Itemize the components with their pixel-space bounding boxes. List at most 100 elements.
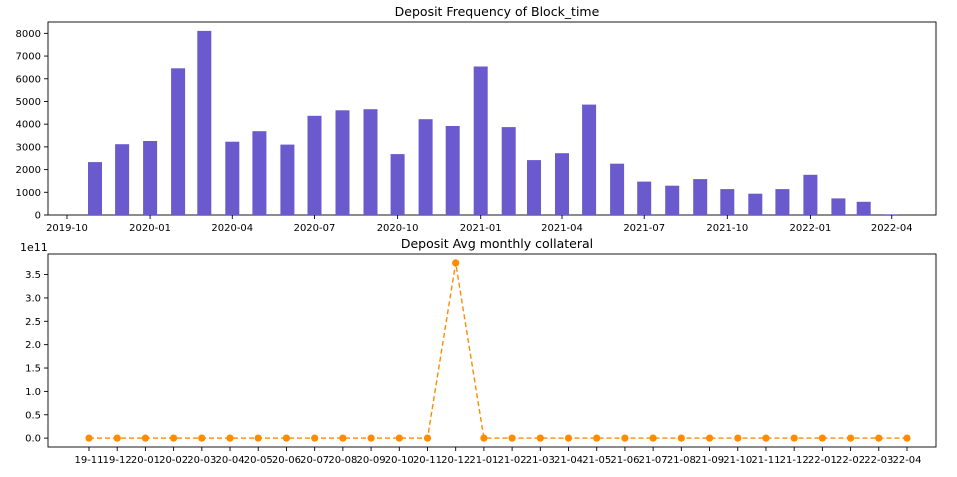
x-tick-label: 22-04: [892, 455, 921, 466]
data-point: [198, 434, 206, 442]
x-tick-label: 21-03: [526, 455, 555, 466]
y-axis: 0 1000 2000 3000 4000 5000 6000 7000 8000: [16, 29, 48, 222]
plot-frame: [47, 253, 937, 448]
bar: [748, 193, 763, 215]
data-point: [593, 434, 601, 442]
bar-series: [88, 30, 899, 216]
x-tick-label: 21-05: [582, 455, 611, 466]
data-point: [677, 434, 685, 442]
deposit-frequency-chart: Deposit Frequency of Block_time 2019-10 2…: [16, 4, 937, 234]
x-tick-label: 20-11: [413, 455, 442, 466]
data-point: [339, 434, 347, 442]
x-tick-label: 20-05: [244, 455, 273, 466]
data-point: [762, 434, 770, 442]
bar: [831, 198, 846, 215]
bar: [363, 109, 378, 215]
y-axis: 0.0 0.5 1.0 1.5 2.0 2.5 3.0 3.5: [25, 270, 48, 445]
bar: [390, 154, 405, 215]
x-tick-label: 20-01: [131, 455, 160, 466]
x-tick-label: 2020-04: [211, 223, 253, 234]
bar: [143, 141, 158, 215]
bar: [693, 179, 708, 215]
x-axis: 19-11 19-12 20-01 20-02 20-03 20-04 20-05 20-06…: [74, 447, 922, 466]
y-tick-label: 3.5: [25, 270, 41, 281]
bar: [501, 127, 516, 215]
data-point: [508, 434, 516, 442]
x-tick-label: 21-02: [498, 455, 527, 466]
y-tick-label: 5000: [16, 97, 41, 108]
x-tick-label: 2021-07: [623, 223, 665, 234]
y-tick-label: 0.5: [25, 410, 41, 421]
x-tick-label: 2020-01: [129, 223, 171, 234]
y-tick-label: 0: [35, 211, 41, 222]
data-point: [875, 434, 883, 442]
data-point: [536, 434, 544, 442]
data-point: [226, 434, 234, 442]
x-tick-label: 2020-10: [377, 223, 419, 234]
bar: [225, 141, 240, 215]
data-point: [367, 434, 375, 442]
x-tick-label: 21-11: [751, 455, 780, 466]
chart-title: Deposit Frequency of Block_time: [395, 4, 600, 19]
data-point: [903, 434, 911, 442]
y-offset-label: 1e11: [20, 241, 48, 254]
x-tick-label: 21-10: [723, 455, 752, 466]
x-tick-label: 21-12: [780, 455, 809, 466]
data-point: [113, 434, 121, 442]
data-point: [818, 434, 827, 442]
x-tick-label: 21-04: [554, 455, 583, 466]
data-point: [395, 434, 403, 442]
bar: [197, 30, 212, 216]
x-tick-label: 2022-04: [871, 223, 913, 234]
bar: [171, 68, 186, 215]
y-tick-label: 3000: [16, 142, 41, 153]
x-tick-label: 2021-10: [706, 223, 748, 234]
chart-title: Deposit Avg monthly collateral: [401, 236, 593, 251]
bar: [803, 174, 818, 215]
data-point: [790, 434, 798, 442]
x-tick-label: 20-08: [328, 455, 357, 466]
data-point: [311, 434, 319, 442]
x-tick-label: 20-02: [159, 455, 188, 466]
x-tick-label: 21-06: [610, 455, 639, 466]
bar: [582, 104, 597, 215]
x-tick-label: 22-02: [836, 455, 865, 466]
bar: [665, 185, 680, 215]
data-point: [564, 434, 573, 442]
bar: [720, 189, 735, 215]
data-point: [85, 434, 93, 442]
x-tick-label: 20-04: [216, 455, 245, 466]
data-point: [170, 434, 178, 442]
x-tick-label: 2021-01: [460, 223, 502, 234]
data-point: [141, 434, 149, 442]
bar: [555, 153, 569, 215]
x-tick-label: 2022-01: [790, 223, 832, 234]
x-tick-label: 22-03: [864, 455, 893, 466]
bar: [473, 66, 488, 215]
y-tick-label: 1.0: [25, 387, 41, 398]
line-series: [85, 259, 911, 442]
x-tick-label: 21-08: [667, 455, 696, 466]
bar: [884, 214, 899, 215]
x-tick-label: 20-03: [187, 455, 216, 466]
bar: [335, 110, 350, 215]
data-point: [734, 434, 742, 442]
y-tick-label: 2000: [16, 165, 41, 176]
y-tick-label: 2.5: [25, 317, 41, 328]
data-point: [282, 434, 290, 442]
bar: [418, 119, 433, 215]
y-tick-label: 1000: [16, 188, 41, 199]
y-tick-label: 0.0: [25, 434, 41, 445]
data-point: [423, 434, 432, 442]
y-tick-label: 4000: [16, 120, 41, 131]
bar: [280, 144, 295, 215]
bar: [252, 131, 267, 215]
x-tick-label: 19-11: [74, 455, 103, 466]
data-point: [452, 259, 460, 267]
data-point: [847, 434, 855, 442]
data-point: [649, 434, 657, 442]
bar: [637, 181, 652, 215]
bar: [775, 189, 790, 215]
x-tick-label: 22-01: [808, 455, 837, 466]
